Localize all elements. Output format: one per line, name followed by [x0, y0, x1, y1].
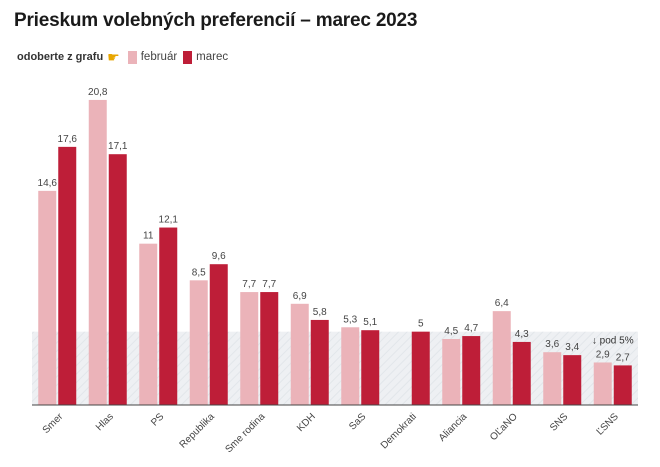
legend-label-marec: marec — [196, 51, 229, 63]
value-label-marec-0: 17,6 — [58, 134, 78, 145]
bar-marec-2 — [159, 227, 178, 405]
legend-item-marec[interactable]: marec — [183, 50, 229, 64]
value-label-februar-0: 14,6 — [38, 178, 58, 189]
chart-title: Prieskum volebných preferencií – marec 2… — [14, 10, 418, 31]
value-label-marec-8: 4,7 — [464, 323, 478, 334]
category-label-8: Aliancia — [437, 411, 470, 444]
legend-swatch-marec — [183, 50, 193, 64]
category-label-6: SaS — [347, 411, 368, 432]
value-label-marec-7: 5 — [418, 319, 424, 330]
value-label-februar-9: 6,4 — [495, 298, 509, 309]
category-label-7: Demokrati — [379, 411, 419, 451]
category-label-5: KDH — [295, 411, 318, 434]
value-label-marec-3: 9,6 — [212, 251, 226, 262]
legend: odoberte z grafu ☛ február marec — [17, 48, 234, 66]
value-label-marec-11: 2,7 — [616, 352, 630, 363]
value-label-februar-10: 3,6 — [545, 339, 559, 350]
bar-februar-2 — [139, 243, 158, 405]
category-label-1: Hlas — [94, 411, 116, 433]
bar-februar-5 — [290, 303, 309, 405]
legend-swatch-februar — [127, 50, 137, 64]
value-label-marec-5: 5,8 — [313, 307, 327, 318]
bar-marec-6 — [361, 330, 380, 405]
bar-marec-1 — [108, 154, 127, 405]
value-label-marec-1: 17,1 — [108, 141, 128, 152]
bar-februar-0 — [38, 190, 57, 405]
value-label-februar-3: 8,5 — [192, 267, 206, 278]
bar-marec-0 — [58, 146, 77, 405]
bar-februar-10 — [543, 352, 562, 405]
value-label-marec-4: 7,7 — [262, 279, 276, 290]
category-label-3: Republika — [178, 411, 218, 451]
category-label-0: Smer — [41, 411, 66, 436]
value-label-februar-11: 2,9 — [596, 349, 610, 360]
bar-februar-3 — [189, 280, 208, 405]
legend-toggle-label: odoberte z grafu — [17, 51, 104, 63]
bar-marec-5 — [310, 319, 329, 405]
bar-februar-6 — [341, 327, 360, 405]
bar-februar-11 — [593, 362, 612, 405]
bar-marec-3 — [209, 264, 228, 405]
category-label-11: ĽSNS — [595, 411, 621, 437]
value-label-februar-6: 5,3 — [343, 314, 357, 325]
value-label-marec-10: 3,4 — [565, 342, 579, 353]
bar-februar-8 — [442, 339, 461, 405]
legend-item-februar[interactable]: február — [127, 50, 178, 64]
pointing-hand-icon: ☛ — [107, 49, 120, 65]
bar-marec-9 — [512, 341, 531, 405]
bar-marec-11 — [613, 365, 632, 405]
bar-marec-8 — [462, 336, 481, 405]
category-label-10: SNS — [548, 411, 571, 434]
bar-februar-4 — [240, 292, 259, 405]
category-label-4: Sme rodina — [223, 411, 267, 455]
value-label-februar-4: 7,7 — [242, 279, 256, 290]
value-label-februar-1: 20,8 — [88, 87, 108, 98]
bar-marec-7 — [411, 331, 430, 405]
bar-marec-10 — [563, 355, 582, 405]
legend-label-februar: február — [140, 51, 178, 63]
value-label-marec-2: 12,1 — [159, 215, 179, 226]
value-label-marec-6: 5,1 — [363, 317, 377, 328]
value-label-februar-5: 6,9 — [293, 291, 307, 302]
value-label-februar-8: 4,5 — [444, 326, 458, 337]
category-label-2: PS — [149, 411, 166, 428]
bar-februar-1 — [88, 99, 107, 405]
value-label-marec-9: 4,3 — [515, 329, 529, 340]
bar-februar-9 — [492, 311, 511, 405]
bar-marec-4 — [260, 292, 279, 405]
value-label-februar-2: 11 — [143, 231, 154, 242]
threshold-note: ↓ pod 5% — [592, 336, 634, 347]
category-label-9: OĽaNO — [488, 411, 520, 443]
threshold-band — [32, 331, 638, 405]
